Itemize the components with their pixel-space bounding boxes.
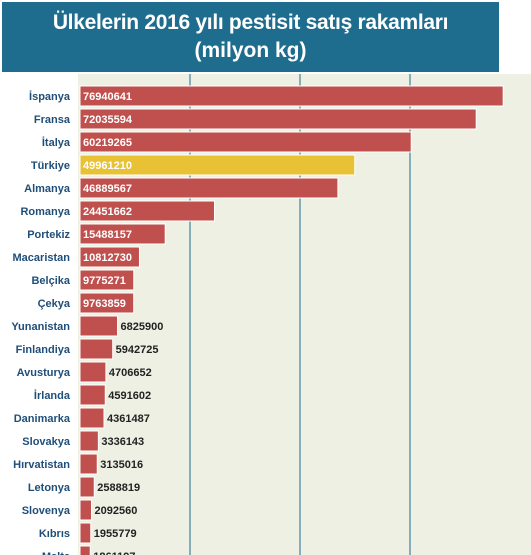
category-label: Letonya [28, 482, 71, 494]
category-label: Avusturya [17, 367, 71, 379]
data-label: 15488157 [83, 229, 132, 241]
data-label: 4706652 [109, 367, 152, 379]
bar [79, 223, 166, 245]
data-label: 3135016 [100, 459, 143, 471]
category-label: Romanya [20, 206, 70, 218]
bar [79, 430, 99, 452]
category-label: Danimarka [14, 413, 71, 425]
category-label: Slovenya [22, 505, 71, 517]
data-label: 60219265 [83, 137, 132, 149]
chart-subtitle: (milyon kg) [194, 39, 307, 62]
category-label: İtalya [42, 136, 71, 149]
bar [79, 154, 356, 176]
data-label: 4591602 [108, 390, 151, 402]
data-label: 2588819 [97, 482, 140, 494]
category-label: Malta [42, 551, 71, 555]
bar [79, 85, 504, 107]
bar [79, 453, 98, 475]
bar [79, 108, 477, 130]
category-label: Macaristan [13, 252, 71, 264]
category-label: Türkiye [31, 160, 70, 172]
data-label: 24451662 [83, 206, 132, 218]
category-label: Çekya [38, 298, 71, 310]
bar [79, 476, 95, 498]
data-label: 4361487 [107, 413, 150, 425]
bar [79, 384, 106, 406]
data-label: 76940641 [83, 91, 132, 103]
category-label: Slovakya [22, 436, 71, 448]
category-label: Portekiz [27, 229, 70, 241]
bar [79, 269, 135, 291]
data-label: 72035594 [83, 114, 133, 126]
category-label: İrlanda [34, 389, 71, 402]
bar [79, 177, 339, 199]
category-label: Belçika [31, 275, 70, 287]
bar [79, 361, 107, 383]
bar [79, 522, 92, 544]
data-label: 6825900 [121, 321, 164, 333]
chart-title: Ülkelerin 2016 yılı pestisit satış rakam… [52, 11, 449, 34]
data-label: 49961210 [83, 160, 132, 172]
bar [79, 315, 119, 337]
category-label: Kıbrıs [39, 528, 70, 540]
category-label: Fransa [34, 114, 71, 126]
bar [79, 292, 135, 314]
data-label: 1861197 [93, 551, 135, 555]
bar [79, 545, 91, 555]
data-label: 10812730 [83, 252, 132, 264]
data-label: 3336143 [101, 436, 144, 448]
category-label: Hırvatistan [13, 459, 70, 471]
data-label: 1955779 [94, 528, 137, 540]
data-label: 9775271 [83, 275, 126, 287]
category-label: Finlandiya [16, 344, 71, 356]
data-label: 46889567 [83, 183, 132, 195]
bar [79, 407, 105, 429]
data-label: 5942725 [116, 344, 159, 356]
plot-area [78, 74, 531, 555]
data-label: 9763859 [83, 298, 126, 310]
bar [79, 131, 412, 153]
category-label: Yunanistan [11, 321, 70, 333]
chart-title-banner: Ülkelerin 2016 yılı pestisit satış rakam… [2, 2, 499, 72]
bar [79, 499, 93, 521]
category-label: Almanya [24, 183, 71, 195]
bar [79, 246, 140, 268]
bar [79, 338, 114, 360]
bar [79, 200, 215, 222]
category-label: İspanya [29, 90, 71, 103]
data-label: 2092560 [95, 505, 138, 517]
